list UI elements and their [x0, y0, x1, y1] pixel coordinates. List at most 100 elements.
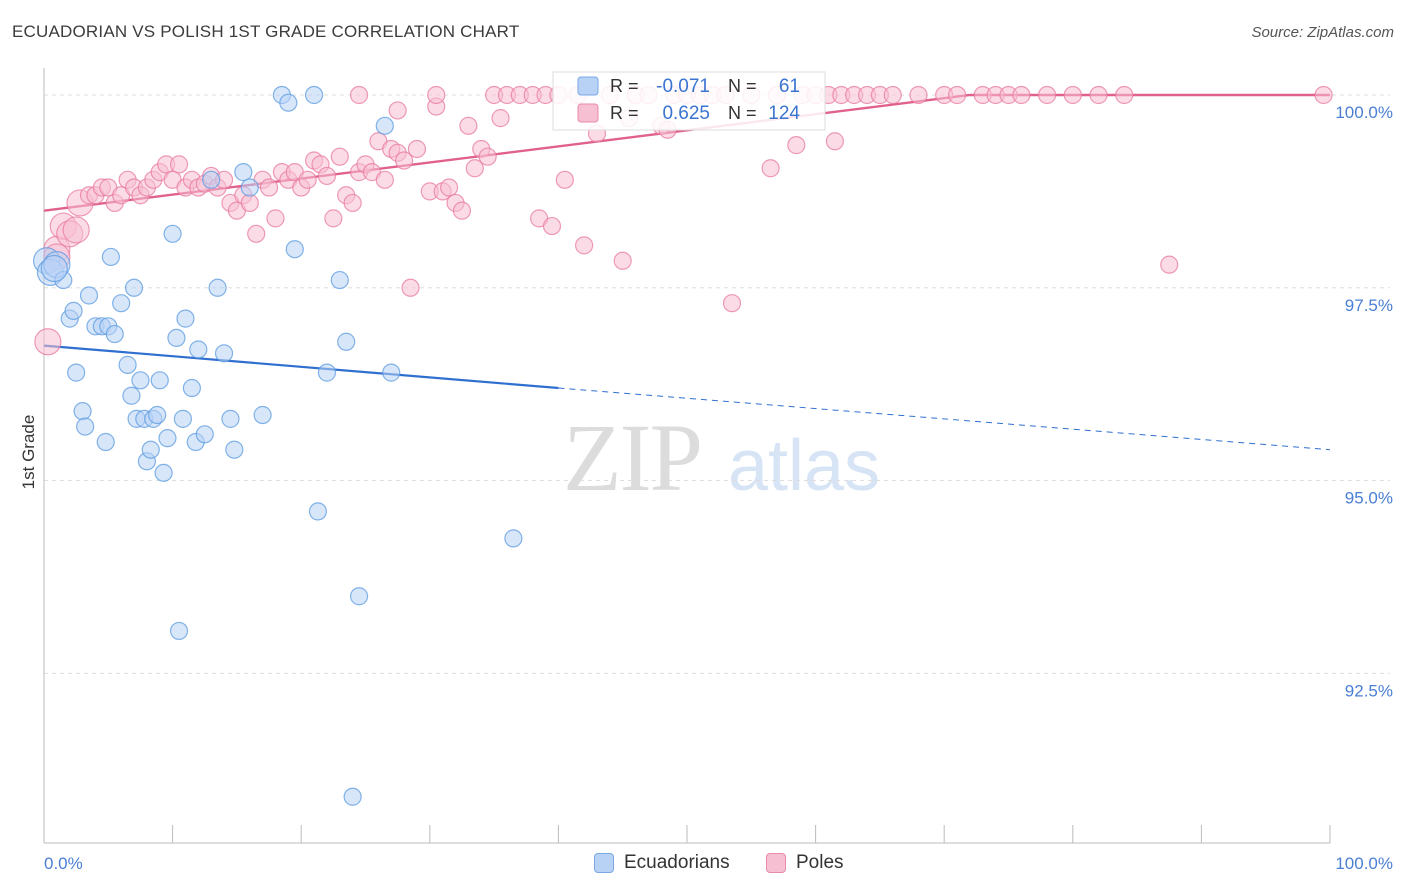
point-ecuadorians [150, 371, 169, 390]
point-poles [317, 166, 337, 186]
point-ecuadorians [285, 240, 304, 259]
point-ecuadorians [343, 787, 362, 806]
legend-n-value-2: 124 [768, 103, 800, 124]
legend-swatch-ecuadorians-bottom [594, 853, 614, 873]
axes [43, 68, 1331, 844]
point-ecuadorians [73, 402, 92, 421]
point-ecuadorians [304, 85, 324, 105]
y-tick-label: 92.5% [1345, 681, 1393, 700]
point-ecuadorians [169, 621, 189, 641]
point-ecuadorians [154, 463, 173, 482]
legend-swatch-poles-bottom [766, 853, 786, 873]
point-poles [330, 147, 349, 166]
point-poles [575, 236, 594, 255]
point-poles [349, 85, 369, 105]
point-poles [542, 216, 562, 236]
point-poles [1160, 255, 1179, 274]
point-poles [388, 101, 407, 120]
point-ecuadorians [67, 363, 86, 382]
legend-n-label-1: N = [728, 76, 757, 96]
legend-r-value-2: 0.625 [662, 103, 710, 124]
point-ecuadorians [40, 254, 68, 283]
y-tick-labels: 100.0% 97.5% 95.0% 92.5% [1335, 103, 1393, 700]
watermark-zip: ZIP [563, 404, 701, 511]
point-poles [247, 224, 266, 243]
point-ecuadorians [317, 363, 337, 382]
legend-item-ecuadorians: Ecuadorians [594, 852, 730, 874]
legend-n-value-1: 61 [779, 76, 800, 97]
point-ecuadorians [96, 432, 115, 452]
point-ecuadorians [112, 294, 131, 313]
point-ecuadorians [240, 178, 259, 197]
point-poles [1115, 85, 1134, 105]
legend-item-poles: Poles [766, 852, 844, 874]
point-ecuadorians [76, 417, 95, 436]
point-ecuadorians [148, 405, 167, 425]
point-poles [459, 116, 478, 135]
point-ecuadorians [173, 409, 192, 428]
point-poles [555, 170, 574, 189]
chart-title: ECUADORIAN VS POLISH 1ST GRADE CORRELATI… [12, 22, 520, 41]
point-poles [240, 193, 259, 213]
point-poles [1089, 85, 1108, 105]
point-poles [324, 209, 343, 228]
point-poles [394, 151, 414, 170]
y-tick-label: 95.0% [1345, 489, 1393, 508]
point-poles [375, 170, 394, 189]
point-poles [259, 178, 279, 197]
point-poles [1063, 85, 1082, 105]
point-poles [761, 159, 780, 178]
legend-bottom: Ecuadorians Poles [0, 852, 1406, 878]
point-poles [909, 85, 928, 105]
legend-swatch-poles [577, 103, 599, 123]
point-poles [465, 159, 484, 178]
point-ecuadorians [202, 170, 221, 189]
point-ecuadorians [182, 378, 201, 398]
point-poles [825, 132, 844, 151]
point-ecuadorians [208, 278, 227, 297]
source-label: Source: ZipAtlas.com [1251, 24, 1394, 41]
point-ecuadorians [131, 371, 150, 390]
point-ecuadorians [382, 363, 401, 382]
point-ecuadorians [225, 440, 244, 459]
point-poles [266, 209, 285, 228]
point-poles [452, 201, 472, 220]
point-ecuadorians [337, 332, 356, 351]
watermark-atlas: atlas [728, 426, 880, 506]
point-ecuadorians [189, 340, 208, 359]
point-poles [298, 170, 317, 189]
point-poles [787, 136, 806, 155]
point-poles [613, 251, 632, 270]
point-poles [491, 109, 510, 128]
point-ecuadorians [163, 224, 182, 243]
point-ecuadorians [167, 328, 186, 348]
point-ecuadorians [79, 286, 99, 305]
point-ecuadorians [124, 278, 144, 297]
legend-n-label-2: N = [728, 103, 757, 123]
point-poles [883, 85, 902, 105]
point-ecuadorians [122, 386, 141, 405]
point-poles [439, 178, 459, 197]
point-ecuadorians [375, 116, 394, 135]
x-tick-label-min: 0.0% [44, 854, 83, 873]
point-poles [407, 139, 427, 159]
point-poles [947, 85, 967, 105]
point-ecuadorians [176, 309, 195, 328]
legend-label-poles: Poles [796, 852, 844, 873]
y-tick-label: 100.0% [1335, 103, 1393, 122]
point-poles [1314, 85, 1333, 105]
point-poles [34, 328, 62, 356]
point-poles [62, 216, 90, 244]
point-poles [1012, 85, 1031, 105]
legend-swatch-ecuadorians [577, 76, 599, 96]
point-ecuadorians [214, 344, 234, 363]
point-ecuadorians [279, 93, 298, 112]
point-poles [722, 294, 742, 313]
trend-line-ecuadorians-extension [558, 387, 1331, 451]
point-ecuadorians [101, 247, 120, 267]
point-poles [343, 193, 362, 213]
point-ecuadorians [158, 429, 177, 448]
point-ecuadorians [118, 355, 137, 374]
legend-r-label-1: R = [610, 76, 639, 96]
